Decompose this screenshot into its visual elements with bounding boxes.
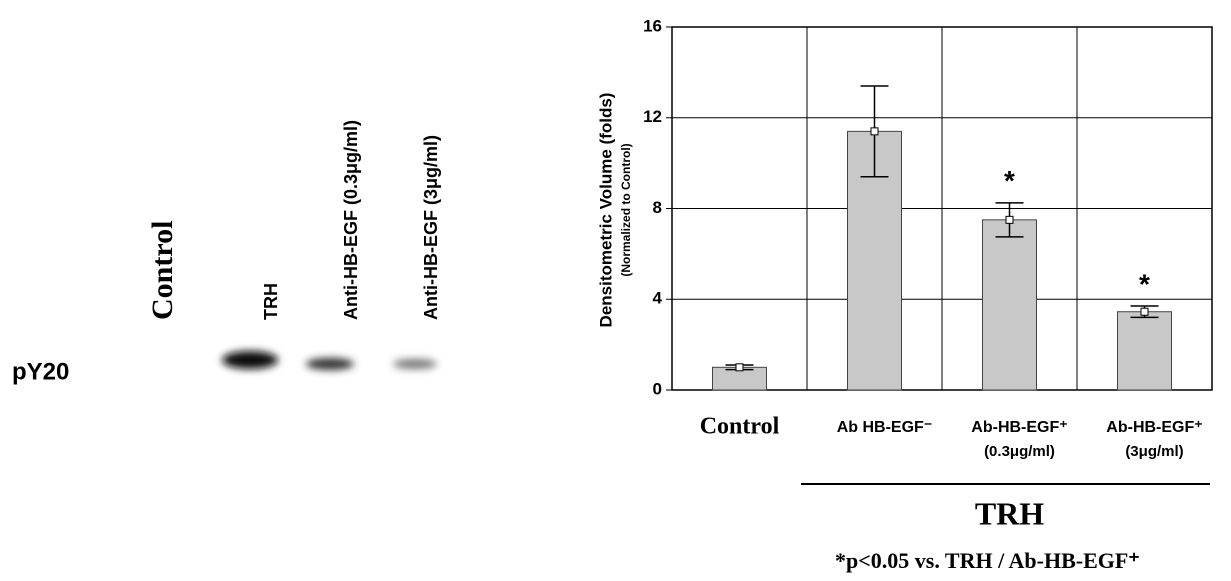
lane-label: Anti-HB-EGF (3μg/ml): [421, 135, 441, 320]
y-tick-label: 0: [653, 379, 662, 398]
x-tick-label: Control: [700, 414, 780, 440]
y-tick-label: 8: [653, 198, 662, 217]
y-tick-label: 12: [643, 107, 662, 126]
significance-marker: *: [1004, 165, 1015, 196]
blot-panel: Control TRH Anti-HB-EGF (0.3μg/ml) Anti-…: [12, 120, 441, 385]
figure: Control TRH Anti-HB-EGF (0.3μg/ml) Anti-…: [0, 0, 1231, 581]
x-tick-label: Ab HB-EGF⁻: [837, 419, 933, 436]
y-axis-subtitle: (Normalized to Control): [619, 143, 633, 276]
x-tick-label: Ab-HB-EGF⁺: [971, 419, 1067, 436]
group-label: TRH: [975, 495, 1044, 531]
blot-band: [393, 359, 437, 369]
y-axis-title: Densitometric Volume (folds): [596, 93, 615, 328]
mean-marker: [1141, 308, 1148, 315]
bar: [1118, 312, 1172, 390]
footnote: *p<0.05 vs. TRH / Ab-HB-EGF⁺: [835, 548, 1140, 573]
blot-band: [222, 351, 278, 369]
lane-label: TRH: [261, 283, 281, 320]
mean-marker: [1006, 216, 1013, 223]
bar: [983, 220, 1037, 390]
x-tick-label: (0.3μg/ml): [984, 443, 1055, 460]
x-tick-label: Ab-HB-EGF⁺: [1106, 419, 1202, 436]
blot-band: [306, 358, 354, 370]
y-tick-label: 4: [653, 289, 663, 308]
lane-label: Anti-HB-EGF (0.3μg/ml): [341, 120, 361, 320]
lane-label: Control: [146, 221, 179, 320]
significance-marker: *: [1139, 268, 1150, 299]
y-tick-label: 16: [643, 16, 662, 35]
x-tick-label: (3μg/ml): [1125, 443, 1183, 460]
mean-marker: [736, 364, 743, 371]
row-label: pY20: [12, 358, 69, 385]
mean-marker: [871, 128, 878, 135]
